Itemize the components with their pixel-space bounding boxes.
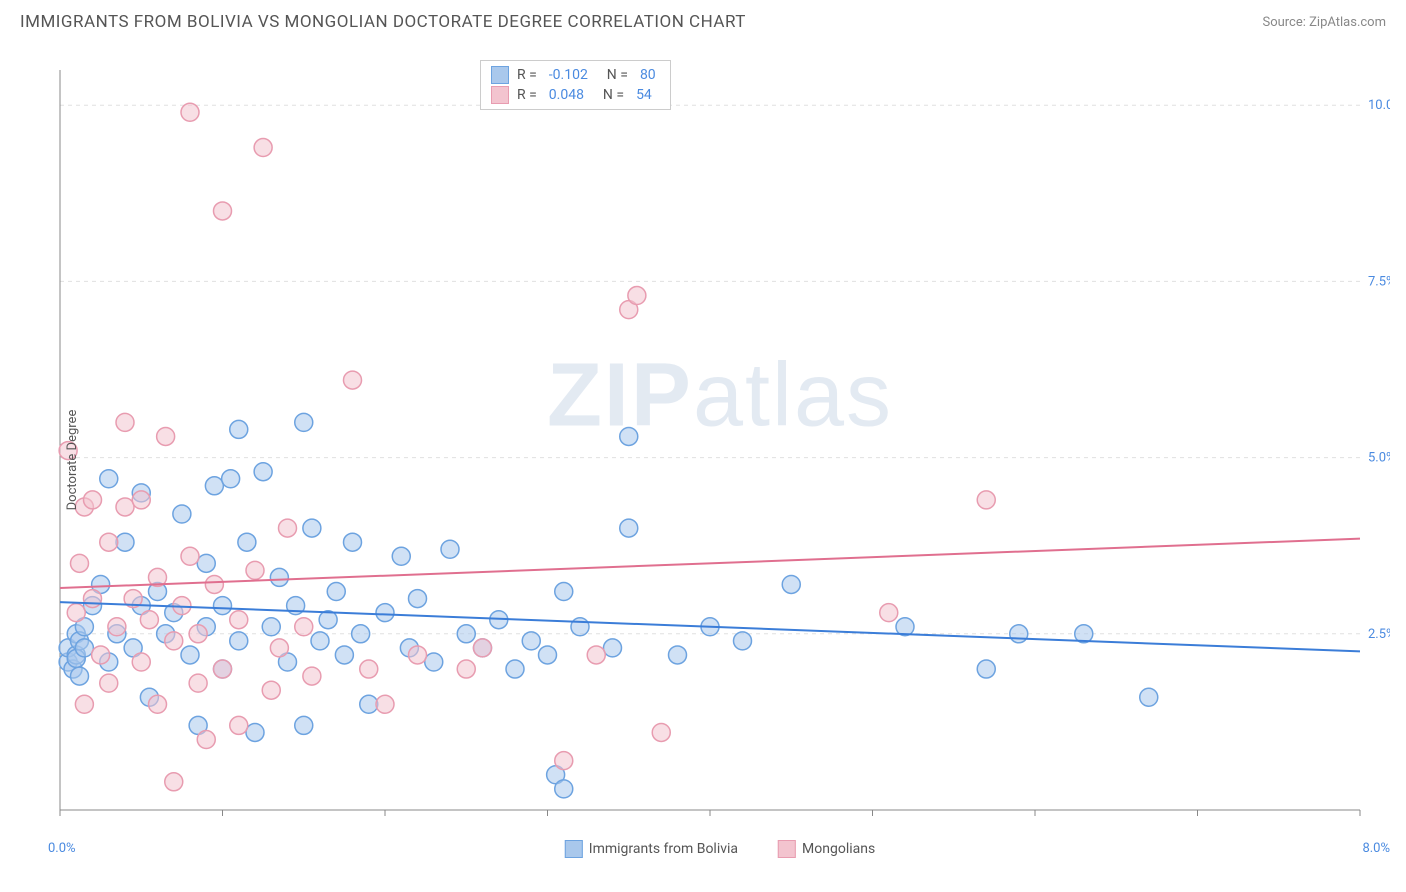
svg-text:10.0%: 10.0% [1368,98,1390,113]
r-label: R = [517,87,537,103]
header-bar: IMMIGRANTS FROM BOLIVIA VS MONGOLIAN DOC… [0,0,1406,40]
legend-row-mongolian: R = 0.048 N = 54 [491,85,660,105]
correlation-legend: R = -0.102 N = 80 R = 0.048 N = 54 [480,60,671,110]
legend-label-mongolian: Mongolians [802,841,875,857]
swatch-mongolian-bottom [778,840,796,858]
n-value-mongolian: 54 [636,87,652,103]
r-label: R = [517,67,537,83]
r-value-bolivia: -0.102 [549,67,588,83]
n-value-bolivia: 80 [640,67,656,83]
r-value-mongolian: 0.048 [549,87,584,103]
y-axis-label: Doctorate Degree [65,410,80,511]
scatter-chart-svg: 2.5% 5.0% 7.5% 10.0% [50,60,1390,860]
svg-text:2.5%: 2.5% [1368,627,1390,642]
svg-text:7.5%: 7.5% [1368,274,1390,289]
chart-title: IMMIGRANTS FROM BOLIVIA VS MONGOLIAN DOC… [20,12,746,32]
chart-area: Doctorate Degree 2.5%5.0%7.5%10.0% ZIPat… [50,60,1390,860]
legend-label-bolivia: Immigrants from Bolivia [589,841,738,857]
legend-row-bolivia: R = -0.102 N = 80 [491,65,660,85]
swatch-bolivia-bottom [565,840,583,858]
series-legend: Immigrants from Bolivia Mongolians [565,840,875,858]
svg-text:5.0%: 5.0% [1368,451,1390,466]
legend-item-mongolian: Mongolians [778,840,875,858]
swatch-bolivia [491,66,509,84]
legend-item-bolivia: Immigrants from Bolivia [565,840,738,858]
source-attribution: Source: ZipAtlas.com [1262,15,1386,30]
n-label: N = [600,67,628,83]
swatch-mongolian [491,86,509,104]
x-tick-8: 8.0% [1362,841,1390,856]
x-tick-0: 0.0% [48,841,76,856]
n-label: N = [596,87,624,103]
